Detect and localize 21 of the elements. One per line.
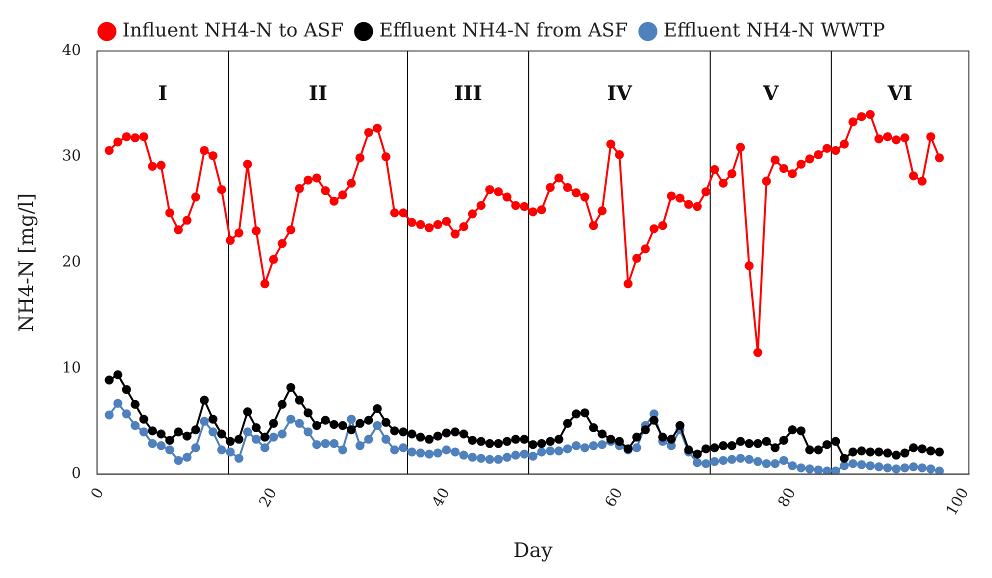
annotation: VI xyxy=(886,81,913,106)
annotation: V xyxy=(762,81,780,106)
y-tick-label: 10 xyxy=(62,358,82,376)
annotation: II xyxy=(308,81,328,106)
y-tick-label: 30 xyxy=(62,146,82,165)
annotation: IV xyxy=(607,81,632,106)
x-tick-label: 60 xyxy=(601,484,626,510)
y-tick-label: 20 xyxy=(62,252,82,270)
x-tick-label: 80 xyxy=(774,484,800,510)
x-tick-label: 0 xyxy=(87,484,108,502)
x-tick-label: 40 xyxy=(428,484,454,510)
x-tick-label: 20 xyxy=(255,484,280,510)
annotation: I xyxy=(158,81,168,106)
y-axis-title: NH4-N [mg/l] xyxy=(14,193,38,332)
x-axis-title: Day xyxy=(513,538,554,562)
legend-label: Influent NH4-N to ASF xyxy=(122,19,344,42)
y-tick-label: 40 xyxy=(62,40,82,59)
legend-label: Effluent NH4-N WWTP xyxy=(663,19,886,42)
legend-label: Effluent NH4-N from ASF xyxy=(379,19,628,42)
annotation: III xyxy=(454,81,482,106)
y-tick-label: 0 xyxy=(72,464,82,482)
